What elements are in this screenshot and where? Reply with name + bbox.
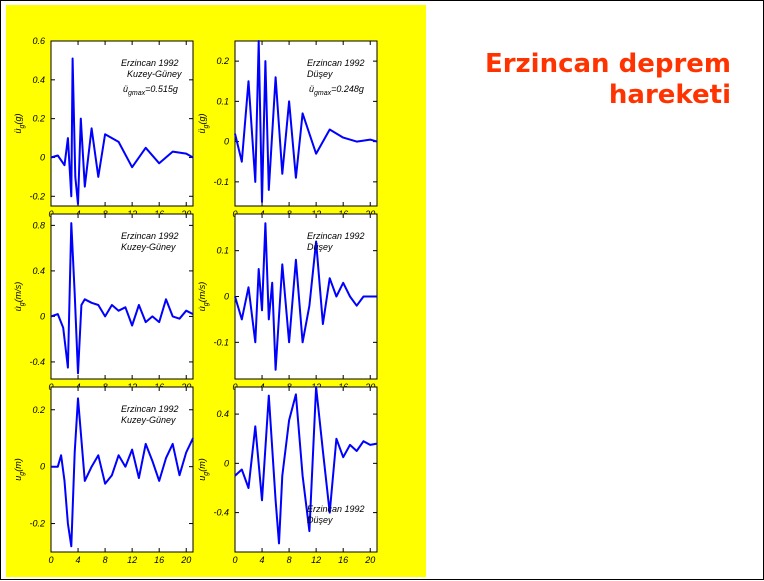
y-tick-label: 0 bbox=[40, 311, 45, 321]
title-line-1: Erzincan deprem bbox=[484, 49, 731, 79]
series-line bbox=[51, 397, 194, 548]
chart-acc-v: -0.100.10.2048121620üg(g)Erzincan 1992Dü… bbox=[197, 40, 378, 219]
annotation-line: Düşey bbox=[307, 242, 333, 252]
x-tick-label: 8 bbox=[287, 555, 292, 565]
x-tick-label: 12 bbox=[311, 555, 321, 565]
annotation-line: Düşey bbox=[307, 515, 333, 525]
y-tick-label: 0 bbox=[40, 462, 45, 472]
y-tick-label: 0.8 bbox=[32, 220, 45, 230]
annotation-line: Kuzey-Güney bbox=[127, 69, 182, 79]
series-line bbox=[234, 222, 377, 371]
chart-vel-v: -0.100.1048121620u̇g(m/s)Erzincan 1992Dü… bbox=[197, 213, 378, 392]
y-tick-label: 0.1 bbox=[216, 96, 229, 106]
x-tick-label: 8 bbox=[103, 555, 108, 565]
series-line bbox=[50, 57, 194, 206]
y-tick-label: 0.2 bbox=[32, 405, 45, 415]
y-tick-label: -0.4 bbox=[213, 508, 229, 518]
annotation-line: Erzincan 1992 bbox=[307, 231, 365, 241]
x-tick-label: 4 bbox=[76, 555, 81, 565]
x-tick-label: 4 bbox=[260, 555, 265, 565]
peak-label: ügmax=0.515g bbox=[123, 84, 178, 97]
x-tick-label: 0 bbox=[48, 555, 53, 565]
chart-disp-ns: -0.2 0 0.2 0 4 8 12 16 20 ug(m) Erzincan 1992Kuzey… bbox=[13, 386, 194, 565]
annotation-line: Erzincan 1992 bbox=[121, 58, 179, 68]
annotation-line: Erzincan 1992 bbox=[307, 58, 365, 68]
y-axis-label: üg(g) bbox=[13, 114, 26, 134]
y-axis-label: u̇g(m/s) bbox=[197, 282, 210, 311]
annotation-line: Erzincan 1992 bbox=[121, 231, 179, 241]
y-tick-label: -0.1 bbox=[213, 337, 229, 347]
annotation-line: Kuzey-Güney bbox=[121, 415, 176, 425]
annotation-line: Erzincan 1992 bbox=[307, 504, 365, 514]
y-tick-label: 0.2 bbox=[216, 56, 229, 66]
y-tick-label: 0.1 bbox=[216, 246, 229, 256]
x-tick-label: 16 bbox=[338, 555, 348, 565]
plot-frame bbox=[234, 386, 378, 553]
x-tick-label: 20 bbox=[180, 555, 191, 565]
y-tick-label: -0.1 bbox=[213, 177, 229, 187]
x-tick-label: 20 bbox=[364, 555, 375, 565]
annotation-line: Erzincan 1992 bbox=[121, 404, 179, 414]
y-axis-label: ug(m) bbox=[197, 458, 210, 480]
series-line bbox=[50, 222, 194, 375]
y-axis-label: üg(g) bbox=[197, 114, 210, 134]
annotation-line: Kuzey-Güney bbox=[121, 242, 176, 252]
y-tick-label: -0.2 bbox=[29, 191, 45, 201]
y-axis-label: ug(m) bbox=[13, 458, 26, 480]
y-tick-label: -0.4 bbox=[29, 357, 45, 367]
y-tick-label: 0.6 bbox=[32, 36, 45, 46]
x-tick-label: 0 bbox=[232, 555, 237, 565]
slide-title: Erzincan deprem hareketi bbox=[431, 49, 731, 111]
plot-frame bbox=[234, 213, 378, 380]
chart-vel-ns: -0.400.40.8048121620u̇g(m/s)Erzincan 199… bbox=[13, 213, 194, 392]
peak-label: ügmax=0.248g bbox=[309, 84, 364, 97]
annotation-line: Düşey bbox=[307, 69, 333, 79]
series-line bbox=[234, 386, 378, 545]
y-tick-label: 0 bbox=[224, 458, 229, 468]
series-line bbox=[234, 40, 378, 203]
y-tick-label: 0.4 bbox=[32, 266, 45, 276]
y-tick-label: 0 bbox=[40, 152, 45, 162]
y-tick-label: 0 bbox=[224, 137, 229, 147]
x-tick-label: 16 bbox=[154, 555, 164, 565]
y-axis-label: u̇g(m/s) bbox=[13, 282, 26, 311]
y-tick-label: 0.4 bbox=[32, 75, 45, 85]
chart-acc-ns: -0.200.20.40.6048121620üg(g)Erzincan 199… bbox=[13, 36, 194, 219]
y-tick-label: 0.4 bbox=[216, 409, 229, 419]
title-line-2: hareketi bbox=[608, 80, 731, 110]
x-tick-label: 12 bbox=[127, 555, 137, 565]
y-tick-label: 0 bbox=[224, 292, 229, 302]
y-tick-label: 0.2 bbox=[32, 114, 45, 124]
y-tick-label: -0.2 bbox=[29, 519, 45, 529]
